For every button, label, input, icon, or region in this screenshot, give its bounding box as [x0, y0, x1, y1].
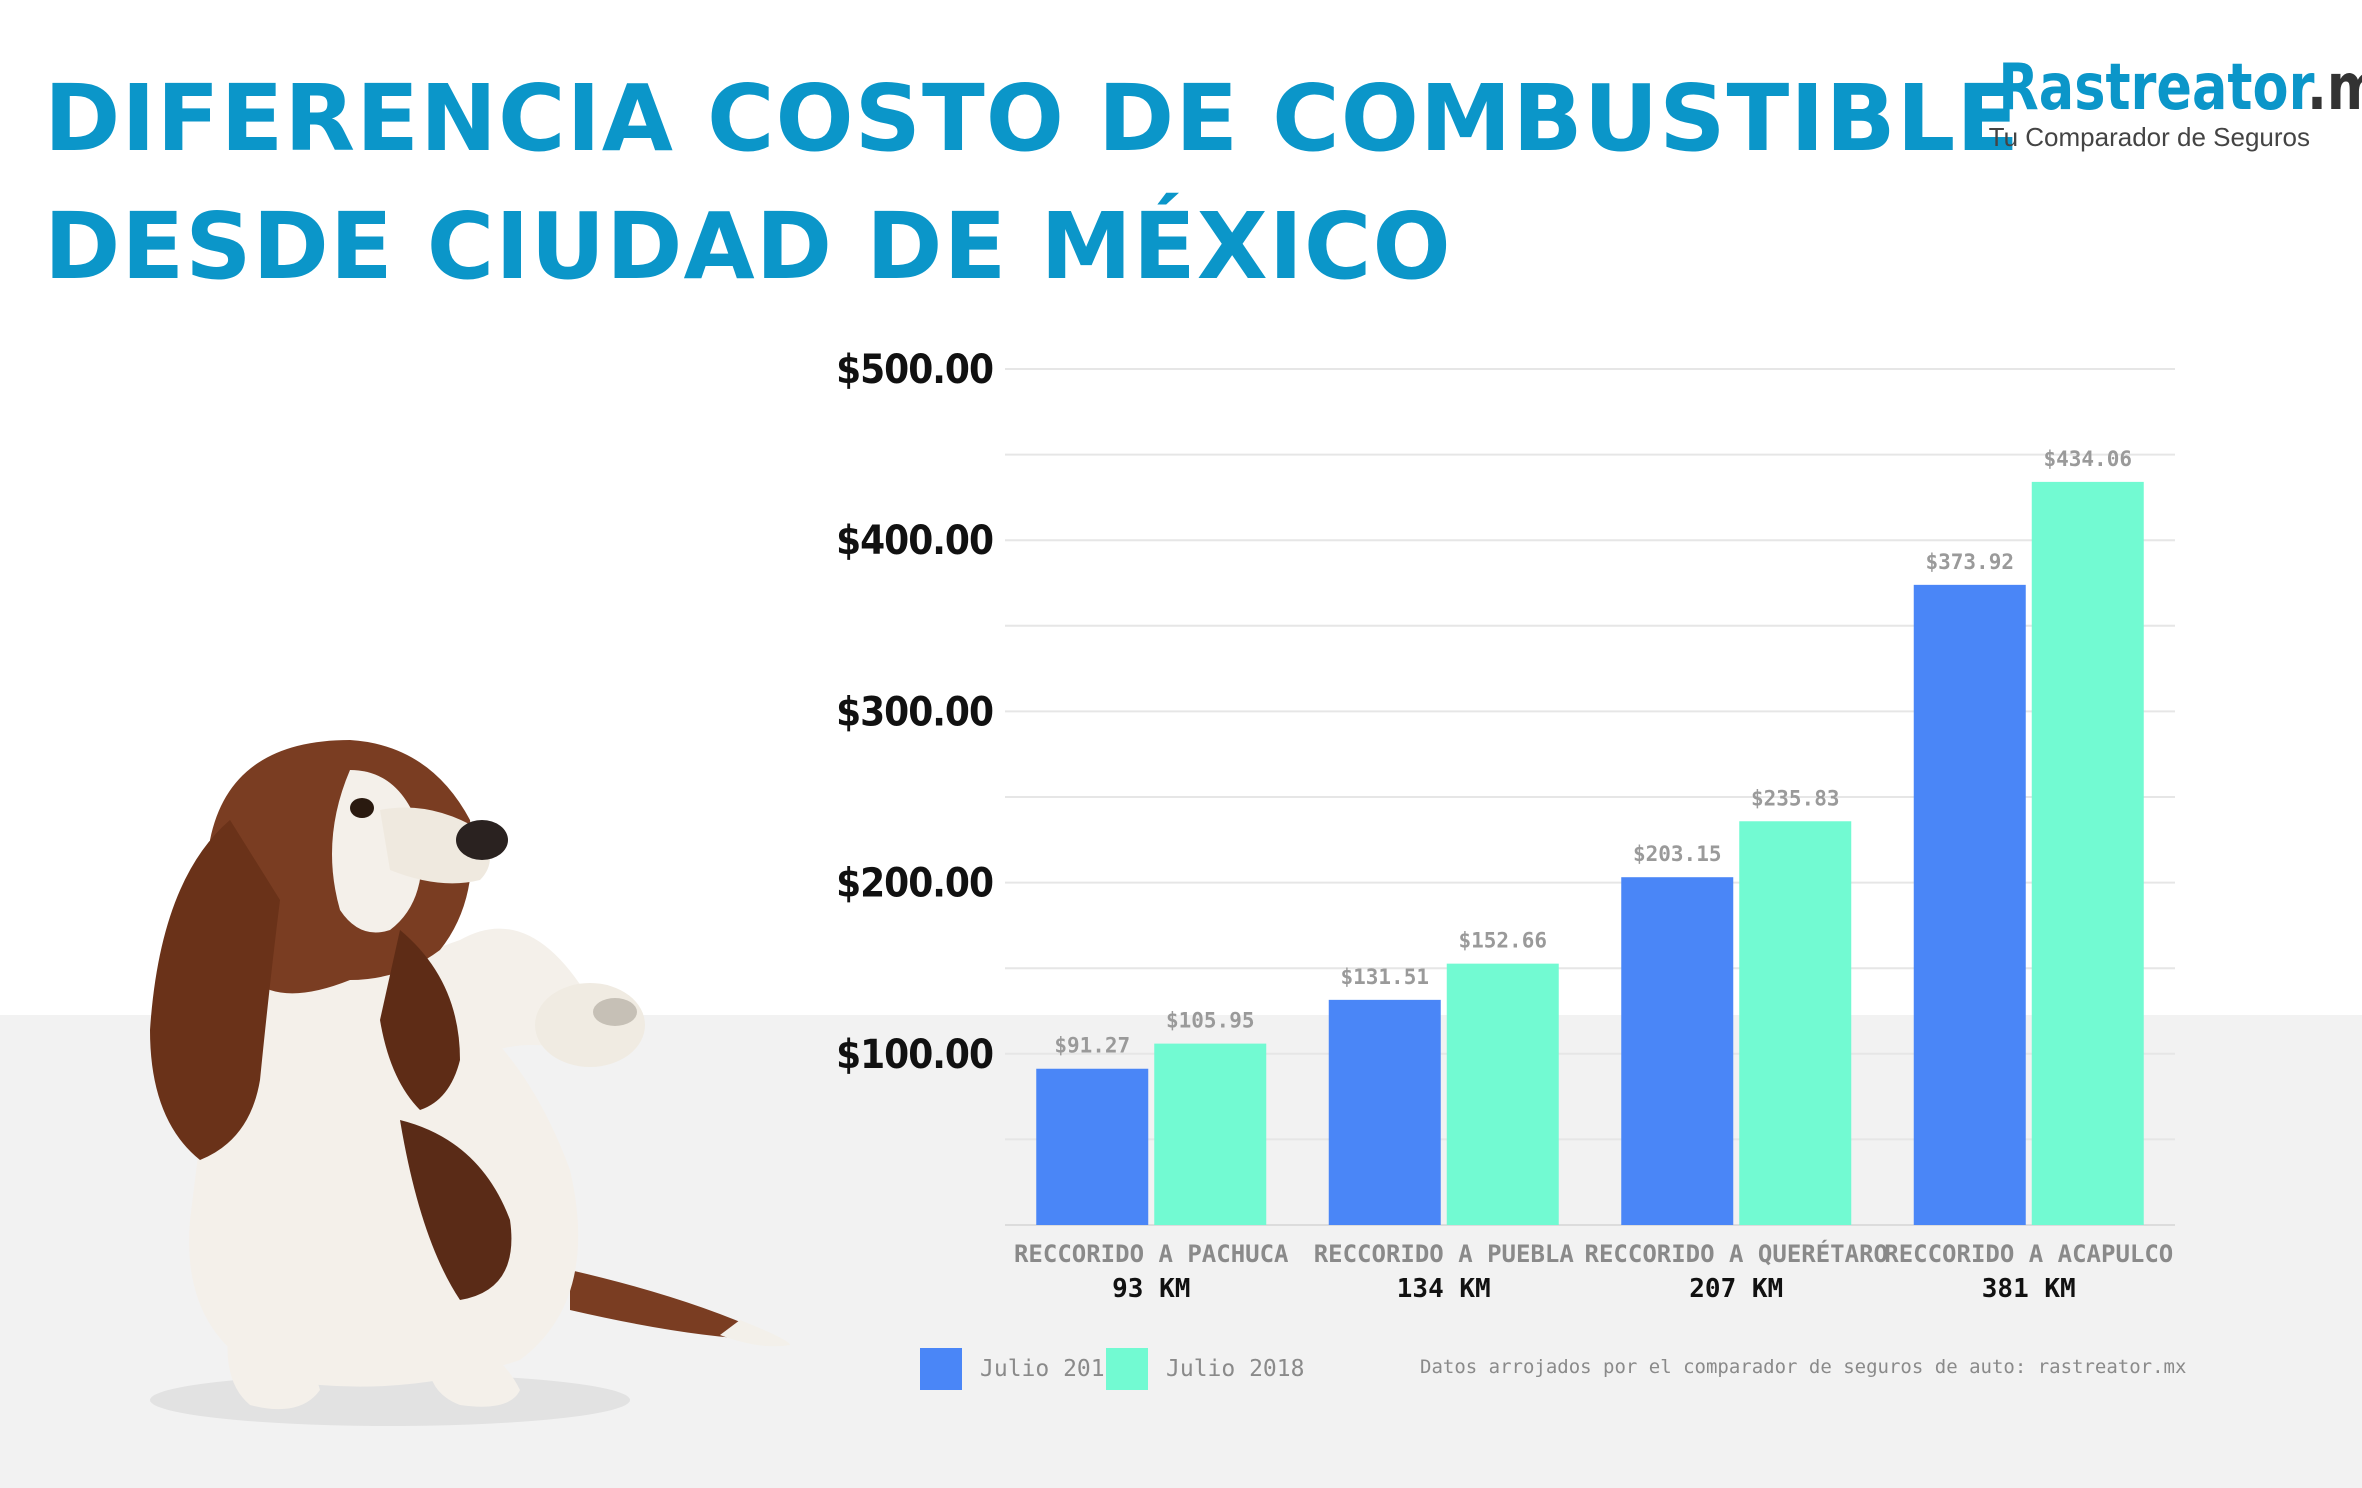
y-tick-label: $400.00 [836, 518, 993, 564]
data-label: $203.15 [1633, 842, 1722, 866]
data-label: $105.95 [1166, 1009, 1255, 1033]
page-title: DIFERENCIA COSTO DE COMBUSTIBLE DESDE CI… [44, 55, 2020, 311]
bar [2031, 481, 2144, 1225]
bar [1446, 963, 1559, 1225]
legend-swatch-2018 [1106, 1348, 1148, 1390]
bar [1154, 1043, 1267, 1225]
y-tick-label: $300.00 [836, 689, 993, 735]
data-label: $152.66 [1458, 929, 1547, 953]
legend-item-2017: Julio 2017 [920, 1348, 1118, 1390]
bar [1739, 821, 1852, 1225]
data-label: $131.51 [1340, 965, 1429, 989]
rastreator-logo: Rastreator.mx Tu Comparador de Seguros [1930, 48, 2362, 153]
logo-suffix: .mx [2306, 51, 2362, 125]
title-line-1: DIFERENCIA COSTO DE COMBUSTIBLE [44, 65, 2021, 172]
x-tick-label: RECCORIDO A ACAPULCO [1884, 1240, 2173, 1268]
x-tick-label: RECCORIDO A PACHUCA [1014, 1240, 1289, 1268]
bar [1036, 1068, 1149, 1225]
fuel-cost-bar-chart: $100.00 $200.00 $300.00 $400.00 $500.00 $91.2… [836, 347, 2175, 1304]
data-label: $235.83 [1751, 786, 1840, 810]
y-tick-label: $500.00 [836, 347, 993, 393]
y-tick-label: $200.00 [836, 861, 993, 907]
x-tick-distance: 207 KM [1689, 1274, 1783, 1304]
data-label: $373.92 [1925, 550, 2014, 574]
x-tick-distance: 134 KM [1397, 1274, 1491, 1304]
legend-label-2017: Julio 2017 [980, 1356, 1119, 1382]
x-tick-label: RECCORIDO A QUERÉTARO [1585, 1239, 1888, 1268]
basset-hound-illustration [150, 740, 790, 1426]
x-tick-label: RECCORIDO A PUEBLA [1314, 1240, 1575, 1268]
bar [1328, 999, 1441, 1225]
logo-tagline: Tu Comparador de Seguros [1988, 122, 2310, 152]
bar [1913, 584, 2026, 1225]
y-tick-label: $100.00 [836, 1032, 993, 1078]
data-label: $434.06 [2043, 447, 2132, 471]
title-line-2: DESDE CIUDAD DE MÉXICO [44, 193, 1452, 300]
x-tick-distance: 93 KM [1112, 1274, 1190, 1304]
legend-item-2018: Julio 2018 [1106, 1348, 1304, 1390]
data-label: $91.27 [1054, 1034, 1130, 1058]
logo-brand: Rastreator [1998, 51, 2307, 125]
legend-swatch-2017 [920, 1348, 962, 1390]
logo-name: Rastreator.mx [1998, 48, 2362, 128]
legend-label-2018: Julio 2018 [1166, 1356, 1305, 1382]
bar [1621, 877, 1734, 1225]
x-tick-distance: 381 KM [1982, 1274, 2076, 1304]
source-note: Datos arrojados por el comparador de seg… [1420, 1356, 2187, 1378]
